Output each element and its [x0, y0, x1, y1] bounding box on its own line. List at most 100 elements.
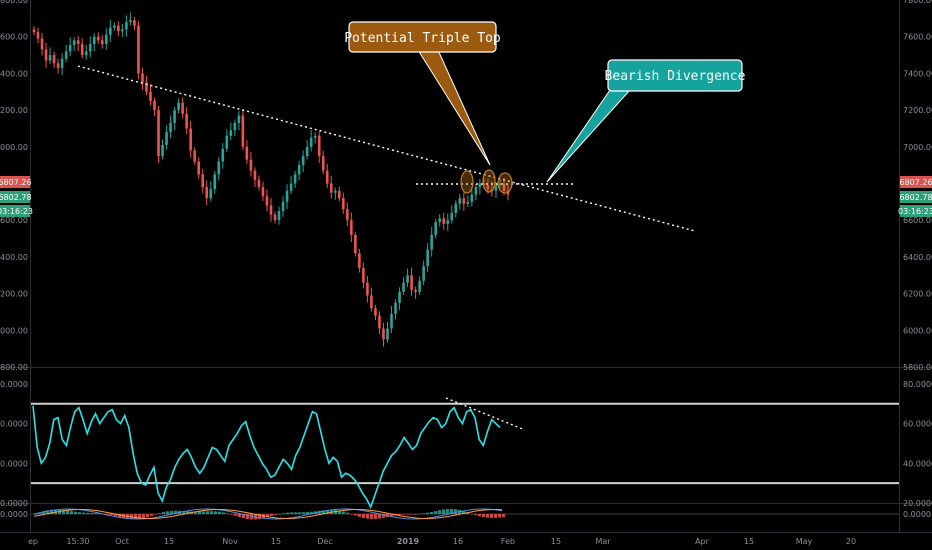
candle-body [342, 198, 345, 210]
candle-body [253, 170, 257, 180]
candle-body [245, 146, 249, 160]
macd-histogram-bar [442, 509, 445, 514]
macd-histogram-bar [246, 514, 249, 519]
rsi-line[interactable] [32, 405, 501, 510]
candle-body [382, 328, 385, 340]
candle-body [72, 40, 76, 45]
candle-body [486, 185, 490, 190]
macd-histogram-bar [282, 513, 285, 514]
macd-histogram-bar [430, 511, 433, 514]
time-tick: Feb [501, 537, 515, 546]
macd-histogram-bar [82, 512, 85, 514]
macd-histogram-bar [366, 514, 369, 519]
time-tick: ep [28, 537, 38, 546]
descending-trendline[interactable] [77, 65, 696, 232]
candle-body [418, 280, 421, 292]
candle-body [185, 113, 188, 129]
price-tick-left: 6200.00 [0, 290, 28, 299]
macd-histogram-bar [374, 514, 377, 519]
candle-body [109, 27, 112, 35]
candle-body [494, 185, 498, 191]
triple-top-peak-1[interactable] [460, 170, 474, 194]
candle-body [329, 183, 333, 193]
candle-body [40, 38, 44, 50]
price-tick-left: 6000.00 [0, 326, 28, 335]
macd-histogram-bar [210, 511, 213, 514]
macd-histogram-bar [346, 512, 349, 514]
macd-histogram-bar [106, 514, 109, 515]
mark-price-tag-left: 6802.78 [0, 193, 32, 202]
price-tick-left: 7000.00 [0, 143, 28, 152]
candle-body [454, 203, 458, 213]
candle-body [68, 44, 72, 52]
macd-histogram-bar [42, 511, 45, 514]
macd-histogram-bar [186, 511, 189, 514]
macd-histogram-bar [378, 514, 381, 519]
candle-body [289, 183, 293, 191]
price-axis-right: 7800.007600.007400.007200.007000.006800.… [903, 0, 932, 372]
macd-histogram-bar [478, 514, 481, 517]
price-tick-right: 7200.00 [903, 106, 932, 115]
candle-body [48, 55, 52, 61]
candle-body [482, 183, 486, 186]
triple-top-peak-3[interactable] [497, 172, 513, 194]
macd-histogram-bar [198, 511, 201, 514]
candle-body [44, 49, 48, 61]
triple-top-peak-2[interactable] [482, 169, 496, 193]
candle-body [113, 25, 116, 28]
mark-price-tag: 6802.78 [899, 193, 932, 202]
candle-body [133, 20, 136, 26]
candle-body [317, 135, 321, 156]
candle-body [221, 148, 225, 162]
macd-histogram-bar [50, 509, 53, 514]
countdown-tag-bg [900, 205, 932, 217]
macd-histogram-bar [362, 514, 365, 518]
price-tick-right: 7800.00 [903, 0, 932, 5]
candle-body [378, 315, 381, 329]
candle-body [370, 295, 373, 309]
candle-body [414, 289, 417, 292]
candle-body [466, 201, 470, 204]
last-price-tag-left-bg [0, 176, 30, 188]
time-tick: 16 [453, 537, 463, 546]
candle-body [346, 209, 349, 221]
triple-top-callout[interactable]: Potential Triple Top [344, 21, 501, 166]
triple-top-label: Potential Triple Top [344, 31, 501, 46]
candle-body [265, 196, 269, 206]
candle-body [386, 328, 389, 340]
macd-histogram-bar [462, 510, 465, 514]
candle-body [96, 36, 100, 41]
time-tick: Mar [595, 537, 611, 546]
macd-histogram-bar [62, 509, 65, 514]
macd-histogram-bar [234, 514, 237, 516]
price-tick-left: 6600.00 [0, 216, 28, 225]
candle-body [498, 183, 502, 186]
macd-histogram-bar [274, 514, 277, 515]
rsi-divergence-trendline[interactable] [445, 397, 526, 431]
macd-histogram-bar [434, 511, 437, 514]
countdown-tag-left: 03:16:23 [0, 207, 33, 216]
price-tags: 6807.26 6802.78 03:16:23 6807.26 6802.78… [0, 176, 932, 217]
macd-panel [31, 508, 899, 520]
time-tick: May [796, 537, 813, 546]
candle-body [390, 313, 393, 329]
macd-histogram-bar [242, 514, 245, 519]
time-tick: 15 [271, 537, 281, 546]
macd-histogram-bar [34, 514, 37, 515]
macd-histogram-bar [410, 514, 413, 515]
rsi-tick-left: 60.0000 [0, 420, 28, 429]
macd-histogram-bar [358, 514, 361, 517]
macd-histogram-bar [226, 513, 229, 514]
candle-body [458, 198, 462, 204]
candle-body [217, 161, 221, 175]
macd-histogram-bar [146, 514, 149, 518]
candle-body [60, 58, 64, 68]
countdown-tag: 03:16:23 [898, 207, 932, 216]
candle-body [333, 190, 337, 193]
macd-histogram-bar [350, 514, 353, 515]
bearish-divergence-callout[interactable]: Bearish Divergence [546, 59, 746, 183]
macd-histogram-bar [150, 514, 153, 516]
candle-body [121, 29, 124, 32]
rsi-axis-left: 80.0000 60.0000 40.0000 20.0000 [0, 380, 28, 508]
